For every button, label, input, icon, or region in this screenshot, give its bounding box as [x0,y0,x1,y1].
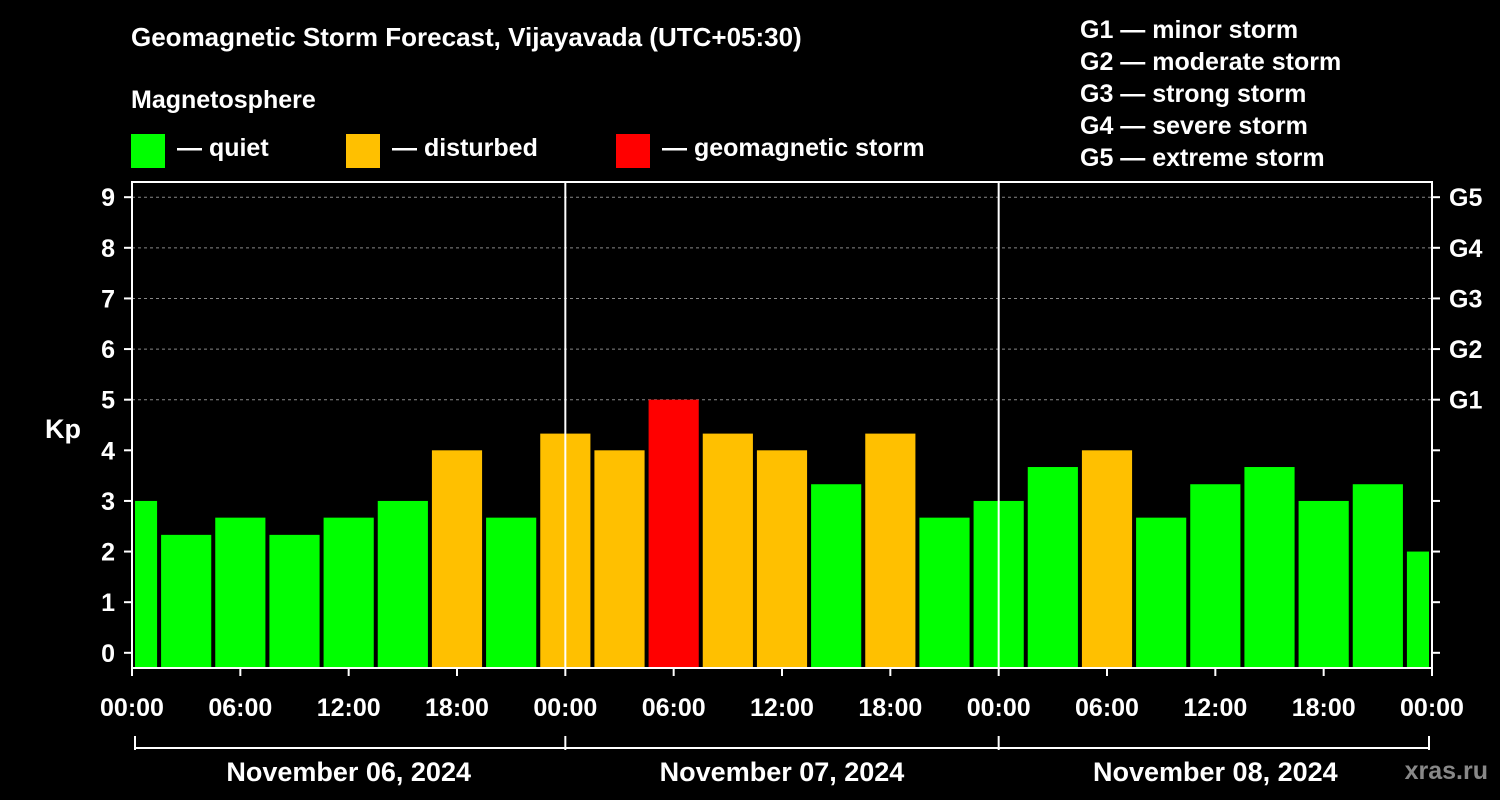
kp-bar-19 [1081,450,1133,668]
chart-subtitle: Magnetosphere [131,86,316,114]
g-level-legend: G1 — minor storm G2 — moderate storm G3 … [1080,14,1341,174]
g-level-item: G2 — moderate storm [1080,48,1342,76]
date-label-1: November 06, 2024 [226,757,471,787]
y-tick-label-9: 9 [101,184,115,212]
date-label-2: November 07, 2024 [660,757,905,787]
kp-bar-14 [811,484,862,668]
kp-bar-10 [594,450,645,668]
kp-bar-15 [865,433,916,668]
kp-bar-21 [1190,484,1241,668]
x-tick-label-8: 18:00 [858,694,922,722]
y-tick-label-1: 1 [101,589,115,617]
chart-title: Geomagnetic Storm Forecast, Vijayavada (… [131,22,802,52]
kp-bar-18 [1027,467,1078,668]
x-tick-label-2: 06:00 [208,694,272,722]
y-tick-label-7: 7 [101,285,115,313]
x-tick-label-9: 00:00 [967,694,1031,722]
x-tick-label-6: 06:00 [642,694,706,722]
legend-quiet-swatch [131,134,165,168]
g-level-item: G1 — minor storm [1080,16,1299,44]
x-tick-label-11: 12:00 [1183,694,1247,722]
x-tick-label-10: 06:00 [1075,694,1139,722]
kp-bar-3 [215,517,266,668]
x-tick-label-12: 18:00 [1292,694,1356,722]
x-tick-label-5: 00:00 [533,694,597,722]
g-level-item: G4 — severe storm [1080,112,1308,140]
x-tick-label-4: 18:00 [425,694,489,722]
date-label-3: November 08, 2024 [1093,757,1338,787]
kp-bar-4 [269,534,320,668]
x-tick-label-1: 00:00 [100,694,164,722]
legend-disturbed-label: — disturbed [392,134,538,162]
kp-bar-16 [919,517,970,668]
right-label-g4: G4 [1449,235,1482,263]
kp-bar-22 [1244,467,1295,668]
kp-bar-20 [1136,517,1187,668]
legend-quiet-label: — quiet [177,134,269,162]
legend-storm-swatch [616,134,650,168]
y-tick-label-3: 3 [101,488,115,516]
g-level-item: G5 — extreme storm [1080,144,1325,172]
right-label-g1: G1 [1449,387,1482,415]
x-tick-label-3: 12:00 [317,694,381,722]
kp-bar-1 [135,500,158,668]
kp-bar-13 [756,450,808,668]
y-tick-label-4: 4 [101,437,115,465]
y-tick-label-6: 6 [101,336,115,364]
x-tick-label-7: 12:00 [750,694,814,722]
right-label-g3: G3 [1449,285,1482,313]
right-label-g2: G2 [1449,336,1482,364]
legend-disturbed-swatch [346,134,380,168]
kp-bar-2 [161,534,212,668]
kp-bar-25 [1406,551,1429,668]
kp-bar-8 [486,517,537,668]
brand-watermark: xras.ru [1404,757,1488,785]
y-axis-label: Kp [45,414,81,444]
g-level-item: G3 — strong storm [1080,80,1307,108]
y-tick-label-0: 0 [101,640,115,668]
y-tick-label-2: 2 [101,539,115,567]
kp-bar-23 [1298,500,1349,668]
y-tick-label-8: 8 [101,235,115,263]
legend-storm-label: — geomagnetic storm [662,134,925,162]
kp-bar-6 [377,500,428,668]
right-label-g5: G5 [1449,184,1482,212]
kp-bar-11 [648,399,699,668]
kp-bar-7 [431,450,483,668]
kp-bar-12 [702,433,753,668]
y-tick-label-5: 5 [101,387,115,415]
kp-bar-24 [1352,484,1403,668]
kp-bar-5 [323,517,374,668]
x-tick-label-13: 00:00 [1400,694,1464,722]
